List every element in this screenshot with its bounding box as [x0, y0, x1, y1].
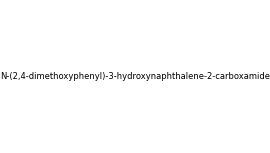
Text: N-(2,4-dimethoxyphenyl)-3-hydroxynaphthalene-2-carboxamide: N-(2,4-dimethoxyphenyl)-3-hydroxynaphtha… — [0, 72, 270, 81]
